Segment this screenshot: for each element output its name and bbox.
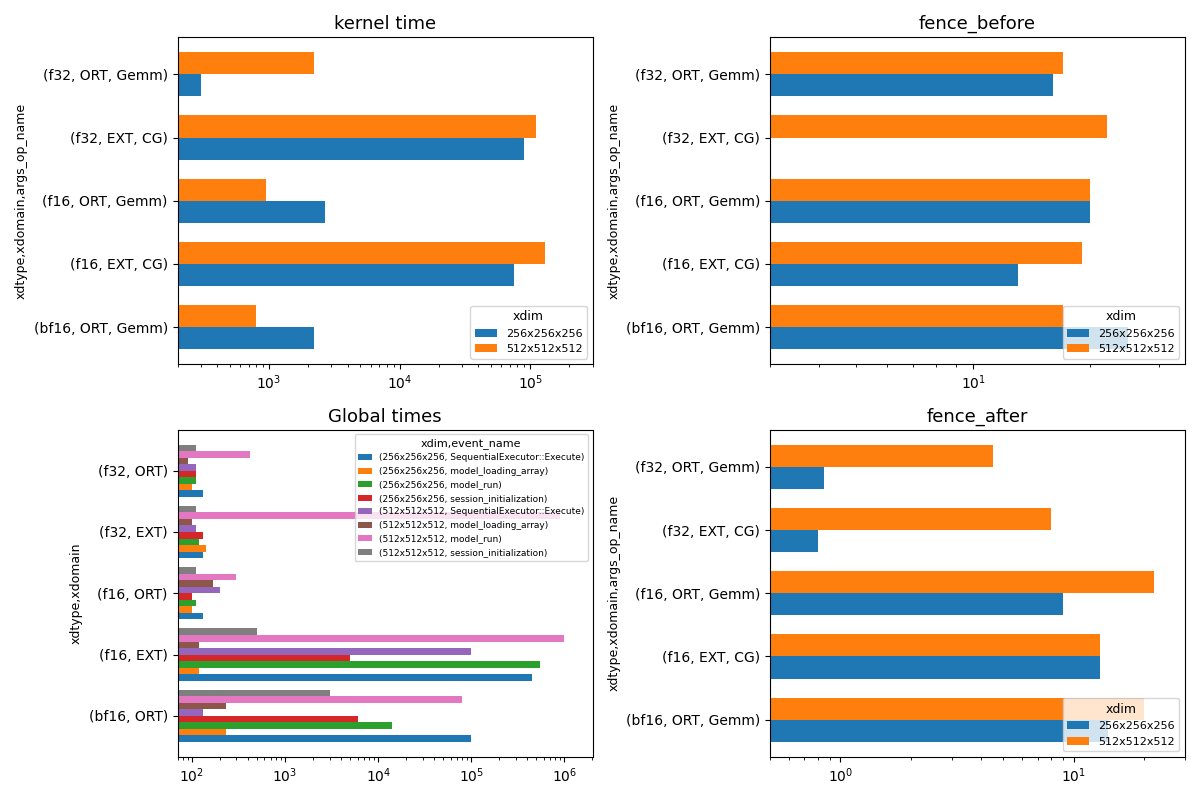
Bar [0, 594, 1063, 615]
Legend: 256x256x256, 512x512x512: 256x256x256, 512x512x512 [470, 306, 587, 358]
Bar [0, 629, 257, 635]
Bar [0, 513, 560, 519]
Bar [0, 690, 330, 696]
Bar [0, 264, 514, 286]
Bar [0, 530, 817, 552]
Bar [0, 716, 358, 722]
Bar [0, 735, 472, 742]
Bar [0, 52, 1063, 74]
Bar [0, 567, 196, 574]
Title: Global times: Global times [329, 407, 442, 426]
Bar [0, 710, 203, 716]
Bar [0, 242, 1082, 264]
Bar [0, 138, 524, 160]
Bar [0, 327, 1128, 350]
Bar [0, 648, 472, 654]
Y-axis label: xdtype,xdomain,args_op_name: xdtype,xdomain,args_op_name [16, 102, 28, 299]
Bar [0, 458, 187, 464]
Bar [0, 305, 1063, 327]
Bar [0, 470, 196, 478]
Bar [0, 674, 532, 681]
Legend: 256x256x256, 512x512x512: 256x256x256, 512x512x512 [1063, 306, 1180, 358]
Bar [0, 667, 199, 674]
Bar [0, 52, 313, 74]
Bar [0, 526, 196, 532]
Bar [0, 613, 203, 619]
Legend: 256x256x256, 512x512x512: 256x256x256, 512x512x512 [1063, 698, 1180, 751]
Bar [0, 115, 535, 138]
Bar [0, 635, 564, 642]
Bar [0, 657, 1100, 678]
Bar [0, 201, 325, 223]
Bar [0, 586, 220, 594]
Bar [0, 74, 200, 97]
Bar [0, 551, 203, 558]
Bar [0, 519, 192, 526]
Bar [0, 201, 1091, 223]
Bar [0, 600, 196, 606]
Bar [0, 580, 214, 586]
Bar [0, 451, 250, 458]
Bar [0, 242, 545, 264]
Title: fence_after: fence_after [926, 407, 1028, 426]
Y-axis label: xdtype,xdomain,args_op_name: xdtype,xdomain,args_op_name [607, 495, 620, 691]
Bar [0, 532, 203, 538]
Title: fence_before: fence_before [919, 15, 1036, 34]
Bar [0, 138, 653, 160]
Bar [0, 490, 203, 497]
Bar [0, 574, 236, 580]
Bar [0, 661, 540, 667]
Bar [0, 722, 392, 729]
Bar [0, 445, 992, 467]
Y-axis label: xdtype,xdomain: xdtype,xdomain [70, 542, 83, 644]
Bar [0, 445, 196, 451]
Bar [0, 642, 199, 648]
Bar [0, 606, 192, 613]
Bar [0, 178, 1091, 201]
Bar [0, 720, 1108, 742]
Bar [0, 467, 824, 489]
Bar [0, 545, 205, 551]
Title: kernel time: kernel time [334, 15, 436, 33]
Bar [0, 729, 226, 735]
Bar [0, 634, 1100, 657]
Bar [0, 327, 313, 350]
Bar [0, 74, 1052, 97]
Bar [0, 478, 196, 484]
Bar [0, 264, 1018, 286]
Bar [0, 508, 1051, 530]
Bar [0, 654, 350, 661]
Bar [0, 571, 1153, 594]
Bar [0, 696, 462, 702]
Bar [0, 538, 199, 545]
Bar [0, 464, 196, 470]
Bar [0, 178, 266, 201]
Legend: (256x256x256, SequentialExecutor::Execute), (256x256x256, model_loading_array), : (256x256x256, SequentialExecutor::Execut… [355, 434, 588, 561]
Bar [0, 698, 1144, 720]
Bar [0, 594, 192, 600]
Bar [0, 702, 226, 710]
Bar [0, 506, 196, 513]
Bar [0, 484, 192, 490]
Bar [0, 305, 256, 327]
Bar [0, 115, 1106, 138]
Y-axis label: xdtype,xdomain,args_op_name: xdtype,xdomain,args_op_name [607, 102, 620, 299]
